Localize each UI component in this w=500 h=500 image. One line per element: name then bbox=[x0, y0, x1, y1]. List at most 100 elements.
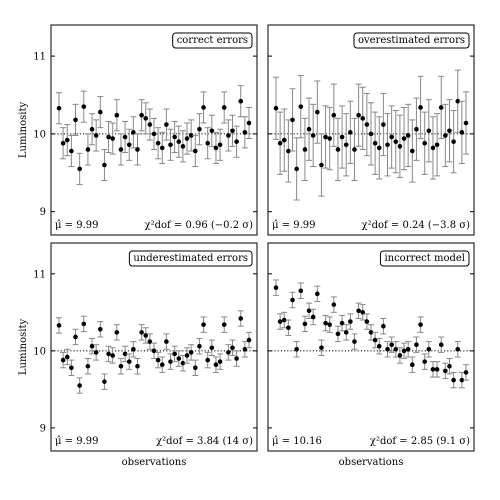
data-point bbox=[64, 354, 70, 360]
data-point bbox=[106, 351, 111, 357]
data-point bbox=[343, 330, 349, 335]
data-point bbox=[393, 139, 399, 144]
panel-title: overestimated errors bbox=[358, 35, 465, 46]
data-point bbox=[327, 322, 332, 327]
data-point bbox=[118, 147, 124, 152]
panel-4: observations incorrect model μ̂ = 10.16 χ²d… bbox=[267, 242, 475, 468]
data-point bbox=[56, 105, 62, 111]
data-point bbox=[401, 348, 407, 354]
mu-annotation: μ̂ = 9.99 bbox=[55, 436, 99, 447]
data-point bbox=[135, 363, 140, 369]
panel-frame bbox=[50, 24, 258, 236]
data-point bbox=[277, 319, 283, 324]
data-point bbox=[302, 147, 308, 152]
data-point bbox=[459, 130, 465, 135]
data-point bbox=[126, 359, 132, 364]
data-point bbox=[323, 320, 328, 326]
data-point bbox=[221, 105, 227, 110]
data-point bbox=[193, 148, 198, 154]
data-point bbox=[217, 142, 223, 148]
data-point bbox=[290, 117, 295, 123]
data-point bbox=[372, 140, 378, 146]
mu-annotation: μ̂ = 10.16 bbox=[272, 436, 322, 447]
data-point bbox=[81, 321, 87, 327]
data-point bbox=[102, 162, 107, 168]
data-point bbox=[106, 134, 111, 140]
data-point bbox=[356, 308, 361, 314]
data-point bbox=[319, 162, 324, 168]
data-point bbox=[298, 288, 304, 294]
data-point bbox=[226, 350, 231, 355]
panel-title-box: correct errors bbox=[172, 32, 253, 49]
data-point bbox=[226, 133, 231, 138]
data-point bbox=[122, 134, 128, 140]
data-point bbox=[430, 367, 436, 372]
data-point bbox=[290, 297, 295, 303]
data-point bbox=[455, 98, 461, 104]
panel-title-box: incorrect model bbox=[379, 250, 470, 267]
data-point bbox=[430, 145, 436, 151]
data-point bbox=[463, 370, 469, 375]
data-point bbox=[89, 126, 95, 132]
data-point bbox=[356, 112, 361, 118]
mu-annotation: μ̂ = 9.99 bbox=[55, 220, 99, 231]
y-axis-label: Luminosity bbox=[18, 319, 29, 376]
data-point bbox=[213, 362, 219, 368]
data-point bbox=[56, 323, 62, 328]
data-point bbox=[147, 122, 153, 127]
data-point bbox=[405, 133, 411, 138]
data-point bbox=[155, 140, 161, 146]
data-point bbox=[151, 131, 157, 137]
data-point bbox=[447, 363, 452, 369]
y-tick-label: 10 bbox=[33, 346, 46, 357]
data-point bbox=[93, 350, 99, 355]
chi-annotation: χ²dof = 0.24 (−3.8 σ) bbox=[362, 220, 471, 231]
data-point bbox=[168, 142, 173, 148]
data-point bbox=[335, 147, 341, 152]
data-point bbox=[69, 148, 74, 154]
data-point bbox=[188, 350, 194, 355]
data-point bbox=[60, 140, 66, 146]
panel-frame bbox=[267, 24, 475, 236]
data-point bbox=[197, 343, 202, 349]
data-point bbox=[77, 383, 82, 388]
data-point bbox=[315, 109, 320, 115]
data-point bbox=[172, 351, 177, 357]
data-point bbox=[360, 116, 366, 121]
data-point bbox=[114, 330, 120, 335]
data-point bbox=[397, 353, 403, 358]
panel-1: 9 10 11 Luminosity correct errors μ̂ = 9.99 χ²… bbox=[18, 24, 258, 236]
chi-annotation: χ²dof = 2.85 (9.1 σ) bbox=[370, 436, 470, 447]
data-point bbox=[114, 112, 120, 118]
data-point bbox=[385, 142, 390, 148]
data-point bbox=[246, 120, 252, 126]
data-point bbox=[385, 347, 390, 352]
data-point bbox=[184, 136, 190, 141]
data-point bbox=[168, 359, 173, 364]
data-point bbox=[443, 133, 448, 138]
data-point bbox=[205, 140, 210, 146]
data-point bbox=[306, 126, 312, 132]
data-point bbox=[438, 342, 444, 347]
data-point bbox=[60, 357, 66, 363]
data-point bbox=[438, 105, 444, 110]
data-point bbox=[451, 377, 456, 383]
data-point bbox=[81, 104, 87, 109]
data-point bbox=[197, 126, 202, 132]
data-point bbox=[246, 337, 252, 343]
data-point bbox=[352, 147, 357, 152]
data-point bbox=[209, 345, 215, 351]
data-point bbox=[135, 147, 140, 152]
data-point bbox=[77, 166, 82, 172]
data-point bbox=[422, 359, 427, 364]
data-point bbox=[234, 356, 239, 361]
data-point bbox=[188, 133, 194, 138]
data-point bbox=[381, 323, 386, 329]
data-point bbox=[85, 147, 91, 152]
data-point bbox=[126, 142, 132, 148]
data-point bbox=[286, 148, 291, 154]
data-point bbox=[164, 339, 169, 344]
data-point bbox=[176, 356, 182, 361]
data-point bbox=[348, 130, 353, 135]
